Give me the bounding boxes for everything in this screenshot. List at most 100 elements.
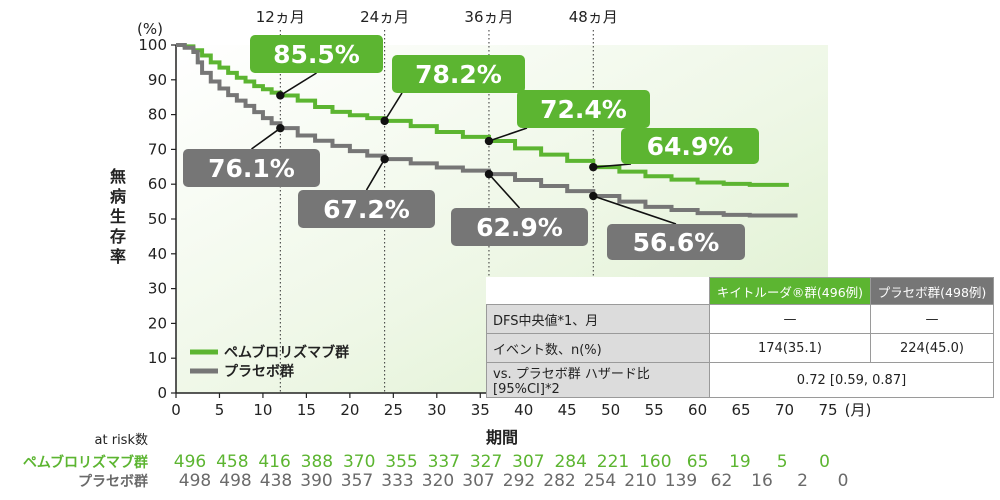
x-axis-title: 期間 <box>486 428 518 447</box>
x-tick-label: 0 <box>171 401 181 419</box>
at-risk-value: 0 <box>838 471 849 491</box>
landmark-label: 24ヵ月 <box>360 8 409 26</box>
x-tick-label: 20 <box>340 401 359 419</box>
at-risk-value: 320 <box>422 471 454 491</box>
x-tick-label: 60 <box>688 401 707 419</box>
landmark-point <box>276 91 285 100</box>
series-line-placebo <box>176 43 798 218</box>
x-tick-label: 65 <box>732 401 751 419</box>
at-risk-value: 0 <box>819 452 830 472</box>
row-label-dfs-median: DFS中央値*1、月 <box>486 304 710 334</box>
x-tick-label: 30 <box>427 401 446 419</box>
row-label-events: イベント数、n(%) <box>486 333 710 363</box>
x-tick-label: 70 <box>775 401 794 419</box>
x-tick-label: 75 <box>818 401 837 419</box>
x-unit-label: (月) <box>845 401 872 419</box>
y-tick-label: 60 <box>148 175 167 193</box>
at-risk-title: at risk数 <box>95 433 148 448</box>
at-risk-value: 284 <box>554 452 586 472</box>
at-risk-value: 416 <box>258 452 290 472</box>
x-tick-label: 35 <box>471 401 490 419</box>
callout-value: 64.9% <box>647 132 734 161</box>
legend-label: ペムブロリズマブ群 <box>224 344 349 361</box>
y-tick-label: 10 <box>148 349 167 367</box>
at-risk-value: 292 <box>503 471 535 491</box>
legend-label: プラセボ群 <box>224 363 294 380</box>
y-unit-label: (%) <box>137 20 163 38</box>
callout-box <box>621 128 759 164</box>
y-tick-label: 0 <box>157 384 167 402</box>
y-tick-label: 50 <box>148 210 167 228</box>
table-row: vs. プラセボ群 ハザード比[95%CI]*2 0.72 [0.59, 0.8… <box>486 362 994 398</box>
callout-leader <box>593 163 632 168</box>
at-risk-value: 65 <box>687 452 709 472</box>
at-risk-value: 5 <box>777 452 788 472</box>
y-tick-label: 90 <box>148 71 167 89</box>
landmark-label: 36ヵ月 <box>464 8 513 26</box>
at-risk-value: 62 <box>711 471 733 491</box>
at-risk-value: 254 <box>584 471 616 491</box>
y-tick-label: 100 <box>138 36 167 54</box>
callout-value: 56.6% <box>633 228 720 257</box>
at-risk-value: 370 <box>343 452 375 472</box>
cell-hazard-ratio: 0.72 [0.59, 0.87] <box>709 362 994 398</box>
at-risk-value: 282 <box>543 471 575 491</box>
at-risk-value: 333 <box>381 471 413 491</box>
table-row: DFS中央値*1、月 — — <box>486 304 995 334</box>
at-risk-value: 19 <box>729 452 751 472</box>
at-risk-value: 307 <box>512 452 544 472</box>
x-tick-label: 50 <box>601 401 620 419</box>
callout-box <box>298 190 435 228</box>
at-risk-value: 355 <box>385 452 417 472</box>
dfs-table: キイトルーダ®群(496例) プラセボ群(498例) DFS中央値*1、月 — … <box>486 277 995 398</box>
at-risk-row-label: プラセボ群 <box>78 473 148 490</box>
x-tick-label: 15 <box>297 401 316 419</box>
callout-leader <box>383 92 403 122</box>
x-tick-label: 5 <box>215 401 225 419</box>
cell-dfs-median-placebo: — <box>869 304 995 334</box>
callout-box <box>183 149 320 187</box>
at-risk-value: 210 <box>624 471 656 491</box>
at-risk-value: 357 <box>341 471 373 491</box>
at-risk-value: 2 <box>797 471 808 491</box>
callout-value: 76.1% <box>208 154 295 183</box>
series-line-pembrolizumab <box>176 43 789 187</box>
cell-events-placebo: 224(45.0) <box>869 333 995 363</box>
x-tick-label: 45 <box>558 401 577 419</box>
x-tick-label: 55 <box>645 401 664 419</box>
at-risk-value: 496 <box>174 452 206 472</box>
landmark-label: 12ヵ月 <box>256 8 305 26</box>
table-header-row: キイトルーダ®群(496例) プラセボ群(498例) <box>486 277 995 305</box>
at-risk-value: 458 <box>216 452 248 472</box>
callout-leader <box>279 72 317 97</box>
cell-events-keytruda: 174(35.1) <box>709 333 871 363</box>
at-risk-value: 337 <box>428 452 460 472</box>
at-risk-value: 139 <box>665 471 697 491</box>
x-tick-label: 40 <box>514 401 533 419</box>
callout-value: 62.9% <box>476 213 563 242</box>
callout-value: 72.4% <box>540 95 627 124</box>
at-risk-value: 160 <box>639 452 671 472</box>
at-risk-value: 388 <box>301 452 333 472</box>
table-header-keytruda: キイトルーダ®群(496例) <box>709 277 871 305</box>
callout-leader <box>488 127 528 142</box>
cell-dfs-median-keytruda: — <box>709 304 871 334</box>
callout-box <box>392 55 525 93</box>
landmark-label: 48ヵ月 <box>569 8 618 26</box>
table-header-placebo: プラセボ群(498例) <box>869 277 995 305</box>
callout-box <box>250 35 383 73</box>
at-risk-row-label: ペムブロリズマブ群 <box>23 454 148 471</box>
callout-leader <box>251 127 281 150</box>
y-tick-label: 80 <box>148 106 167 124</box>
at-risk-value: 221 <box>597 452 629 472</box>
at-risk-value: 307 <box>462 471 494 491</box>
callout-box <box>517 90 650 128</box>
callout-value: 67.2% <box>323 195 410 224</box>
at-risk-value: 390 <box>300 471 332 491</box>
callout-leader <box>488 173 521 209</box>
callout-value: 78.2% <box>415 60 502 89</box>
row-label-hazard-ratio: vs. プラセボ群 ハザード比[95%CI]*2 <box>486 362 710 398</box>
callout-box <box>451 208 588 246</box>
